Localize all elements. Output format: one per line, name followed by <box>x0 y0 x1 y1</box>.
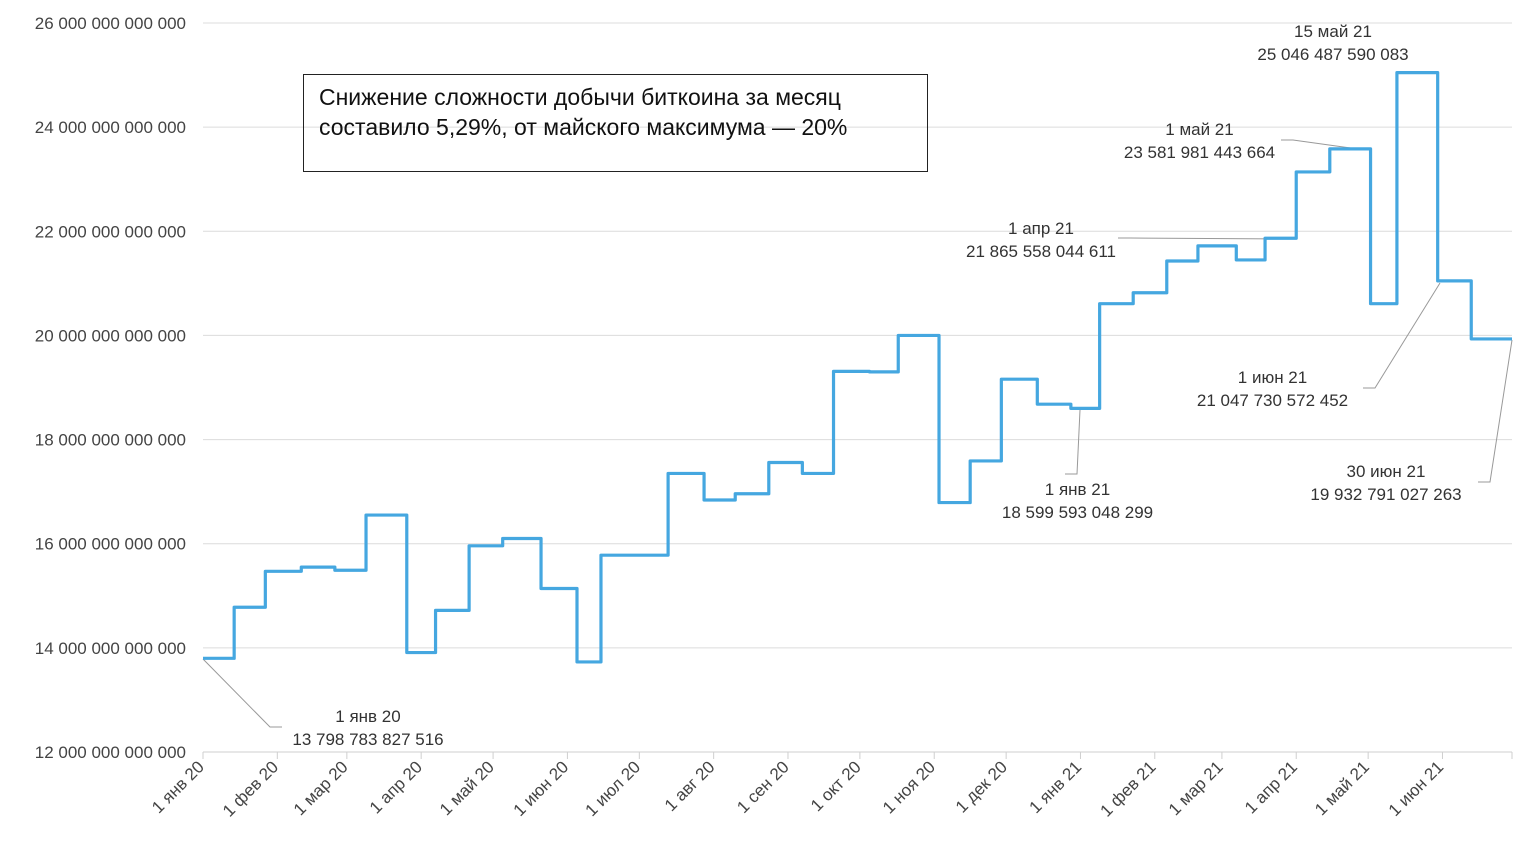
x-tick-label: 1 июн 21 <box>1385 757 1448 820</box>
leader-line <box>202 658 282 728</box>
x-tick-label: 1 май 20 <box>436 757 498 819</box>
x-tick-label: 1 сен 20 <box>733 757 793 817</box>
y-tick-label: 26 000 000 000 000 <box>35 14 186 33</box>
leader-line <box>1065 409 1081 475</box>
x-tick-label: 1 ноя 20 <box>879 757 939 817</box>
x-tick-label: 1 дек 20 <box>952 757 1011 816</box>
annotation-1-jan-20: 1 янв 20 13 798 783 827 516 <box>292 707 444 749</box>
y-tick-label: 18 000 000 000 000 <box>35 431 186 450</box>
x-tick-label: 1 янв 21 <box>1026 757 1086 817</box>
annotation-1-apr-21: 1 апр 21 21 865 558 044 611 <box>966 219 1116 261</box>
leader-line <box>1363 282 1441 389</box>
x-tick-label: 1 фев 20 <box>219 757 282 820</box>
x-tick-label: 1 мар 20 <box>290 757 352 819</box>
x-tick-label: 1 мар 21 <box>1165 757 1227 819</box>
annotation-1-may-21: 1 май 21 23 581 981 443 664 <box>1123 120 1276 162</box>
x-tick-label: 1 май 21 <box>1311 757 1373 819</box>
x-tick-label: 1 янв 20 <box>148 757 208 817</box>
x-tick-label: 1 апр 20 <box>366 757 426 817</box>
annotation-1-jan-21: 1 янв 21 18 599 593 048 299 <box>1001 480 1154 522</box>
y-tick-label: 12 000 000 000 000 <box>35 743 186 762</box>
leader-line <box>1281 139 1366 151</box>
annotation-1-jun-21: 1 июн 21 21 047 730 572 452 <box>1196 368 1349 410</box>
x-tick-label: 1 июл 20 <box>582 757 645 820</box>
annotation-30-jun-21: 30 июн 21 19 932 791 027 263 <box>1310 462 1462 504</box>
y-tick-label: 22 000 000 000 000 <box>35 222 186 241</box>
annotation-15-may-21: 15 май 21 25 046 487 590 083 <box>1257 22 1409 64</box>
y-tick-label: 14 000 000 000 000 <box>35 639 186 658</box>
annotation-note-box: Снижение сложности добычи биткоина за ме… <box>303 74 928 172</box>
x-tick-label: 1 фев 21 <box>1096 757 1159 820</box>
leader-line <box>1118 237 1298 240</box>
leader-line <box>1478 339 1513 483</box>
x-tick-label: 1 авг 20 <box>661 757 719 815</box>
y-tick-label: 16 000 000 000 000 <box>35 535 186 554</box>
x-tick-label: 1 апр 21 <box>1241 757 1301 817</box>
x-tick-label: 1 июн 20 <box>510 757 573 820</box>
y-tick-label: 24 000 000 000 000 <box>35 118 186 137</box>
x-tick-label: 1 окт 20 <box>807 757 865 815</box>
y-tick-label: 20 000 000 000 000 <box>35 326 186 345</box>
difficulty-series-line <box>203 71 1512 664</box>
